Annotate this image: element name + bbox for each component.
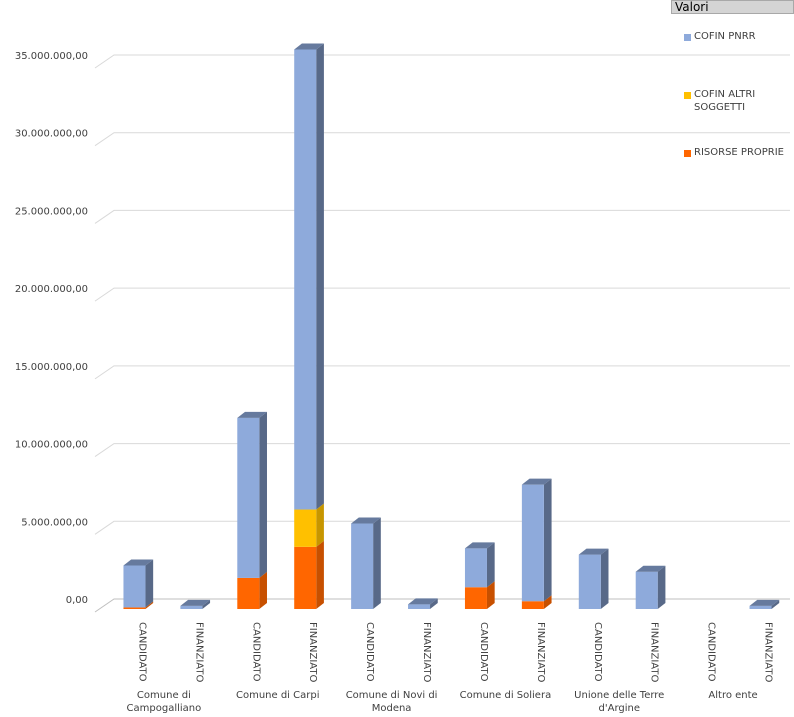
x-group-label: Altro ente xyxy=(708,690,757,701)
x-category-label: CANDIDATO xyxy=(136,622,147,682)
gridline xyxy=(94,132,790,147)
bar-segment-cofin-pnrr xyxy=(123,565,146,608)
bar-side-risorse-proprie xyxy=(259,571,267,609)
x-category-label: CANDIDATO xyxy=(250,622,261,682)
bar-side-cofin-pnrr xyxy=(543,478,552,602)
bar-segment-risorse-proprie xyxy=(237,577,260,609)
bar-top-cofin-pnrr xyxy=(749,599,780,606)
bar-segment-risorse-proprie xyxy=(123,607,146,609)
bar-side-risorse-proprie xyxy=(316,540,324,609)
x-group-label: Comune di Campogalliano xyxy=(127,690,202,714)
x-category-label: FINANZIATO xyxy=(535,622,546,682)
gridline xyxy=(94,443,790,457)
gridline xyxy=(94,287,790,302)
y-tick-label: 35.000.000,00 xyxy=(15,51,88,62)
bar-segment-cofin-pnrr xyxy=(294,49,317,510)
bar-segment-cofin-pnrr xyxy=(521,484,544,602)
bar-top-cofin-pnrr xyxy=(294,43,324,50)
bar-top-cofin-pnrr xyxy=(635,565,666,572)
y-tick-label: 20.000.000,00 xyxy=(15,284,88,295)
y-tick-label: 10.000.000,00 xyxy=(15,440,88,451)
legend-swatch xyxy=(684,92,691,99)
bar-side-cofin-pnrr xyxy=(145,559,154,608)
x-group-label: Comune di Carpi xyxy=(236,690,320,701)
x-category-label: FINANZIATO xyxy=(649,622,660,682)
x-group-label: Unione delle Terre d'Argine xyxy=(574,690,664,714)
bar-segment-risorse-proprie xyxy=(521,601,544,609)
y-tick-label: 5.000.000,00 xyxy=(21,517,88,528)
bars xyxy=(123,43,780,609)
bar-side-cofin-pnrr xyxy=(771,599,780,609)
y-tick-label: 25.000.000,00 xyxy=(15,206,88,217)
bar-segment-cofin-altri-soggetti xyxy=(294,509,317,547)
y-tick-label: 0,00 xyxy=(66,595,88,606)
bar-side-cofin-pnrr xyxy=(316,43,324,510)
gridline xyxy=(94,365,790,380)
bar-segment-cofin-pnrr xyxy=(351,523,374,609)
bar-top-cofin-pnrr xyxy=(578,548,609,555)
legend-label: RISORSE PROPRIE xyxy=(694,147,785,158)
gridline xyxy=(94,54,790,69)
bar-top-cofin-pnrr xyxy=(521,478,552,485)
gridline xyxy=(94,598,790,613)
bar-side-risorse-proprie xyxy=(543,595,552,609)
bar-segment-risorse-proprie xyxy=(464,587,487,609)
bar-segment-cofin-pnrr xyxy=(237,417,260,578)
bar-top-cofin-pnrr xyxy=(351,517,381,524)
x-category-label: FINANZIATO xyxy=(193,622,204,682)
legend-swatch xyxy=(684,150,691,157)
bar-segment-cofin-pnrr xyxy=(635,571,658,609)
bar-segment-cofin-pnrr xyxy=(749,605,772,609)
bar-top-cofin-pnrr xyxy=(180,599,211,606)
bar-segment-risorse-proprie xyxy=(294,546,317,609)
bar-side-cofin-altri-soggetti xyxy=(316,503,324,547)
bar-side-cofin-pnrr xyxy=(657,565,666,609)
x-category-label: FINANZIATO xyxy=(307,622,318,682)
bar-top-cofin-pnrr xyxy=(123,559,154,566)
bar-segment-cofin-pnrr xyxy=(408,604,431,609)
x-category-label: CANDIDATO xyxy=(706,622,717,682)
x-category-label: FINANZIATO xyxy=(421,622,432,682)
x-group-label: Comune di Novi di Modena xyxy=(346,690,438,714)
bar-side-cofin-pnrr xyxy=(430,598,438,609)
x-category-label: FINANZIATO xyxy=(763,622,774,682)
gridline xyxy=(94,209,790,224)
bar-side-risorse-proprie xyxy=(145,601,154,609)
bar-side-risorse-proprie xyxy=(486,581,495,609)
field-button-valori[interactable]: Valori xyxy=(671,0,794,14)
y-tick-label: 15.000.000,00 xyxy=(15,362,88,373)
x-category-label: CANDIDATO xyxy=(592,622,603,682)
legend-label: COFIN PNRR xyxy=(694,31,756,42)
bar-segment-cofin-pnrr xyxy=(578,554,601,609)
x-category-label: CANDIDATO xyxy=(478,622,489,682)
bar-side-cofin-pnrr xyxy=(486,542,495,588)
bar-top-cofin-pnrr xyxy=(237,411,267,418)
bar-segment-cofin-pnrr xyxy=(180,605,203,609)
x-category-label: CANDIDATO xyxy=(364,622,375,682)
grid-lines xyxy=(94,54,790,613)
y-tick-label: 30.000.000,00 xyxy=(15,129,88,140)
bar-top-cofin-pnrr xyxy=(408,598,438,605)
bar-segment-cofin-pnrr xyxy=(464,548,487,588)
gridline xyxy=(94,520,790,535)
x-group-label: Comune di Soliera xyxy=(460,690,552,701)
bar-side-cofin-pnrr xyxy=(202,599,211,609)
bar-top-cofin-pnrr xyxy=(464,542,495,549)
bar-side-cofin-pnrr xyxy=(373,517,381,609)
legend-label: COFIN ALTRI SOGGETTI xyxy=(694,89,756,113)
bar-side-cofin-pnrr xyxy=(600,548,609,609)
legend-swatch xyxy=(684,34,691,41)
bar-side-cofin-pnrr xyxy=(259,411,267,578)
